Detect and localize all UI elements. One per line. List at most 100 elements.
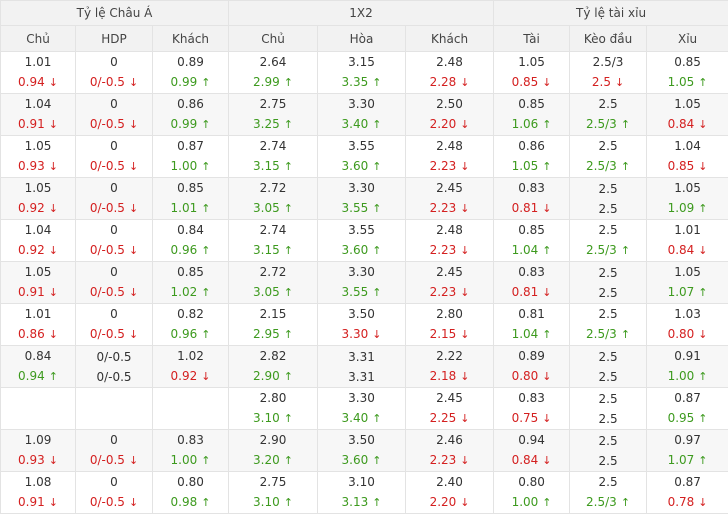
current-odds-value: 0.75 bbox=[512, 411, 539, 425]
current-odds-value: 0.85 bbox=[668, 159, 695, 173]
arrow-up-icon: ↑ bbox=[542, 496, 551, 509]
arrow-down-icon: ↓ bbox=[129, 160, 138, 173]
current-odds: 0.91↓ bbox=[1, 114, 75, 135]
arrow-up-icon: ↑ bbox=[372, 160, 381, 173]
opening-odds: 3.55 bbox=[318, 136, 405, 156]
opening-odds: 3.30 bbox=[318, 262, 405, 282]
opening-odds: 2.15 bbox=[229, 304, 317, 324]
odds-cell bbox=[1, 388, 76, 430]
current-odds-value: 1.06 bbox=[512, 117, 539, 131]
opening-odds: 2.40 bbox=[406, 472, 493, 492]
current-odds: 0.85↓ bbox=[647, 156, 728, 177]
arrow-up-icon: ↑ bbox=[284, 328, 293, 341]
current-odds-value: 0.92 bbox=[18, 201, 45, 215]
current-odds-value: 0.99 bbox=[171, 117, 198, 131]
col-header-line: Kèo đầu bbox=[570, 26, 647, 52]
current-odds-value: 2.5 bbox=[599, 454, 618, 468]
current-odds-value: 0.93 bbox=[18, 159, 45, 173]
current-odds-value: 0/-0.5 bbox=[90, 285, 125, 299]
arrow-up-icon: ↑ bbox=[201, 328, 210, 341]
arrow-up-icon: ↑ bbox=[372, 76, 381, 89]
current-odds: 2.5/3↑ bbox=[570, 492, 646, 513]
current-odds: 0.81↓ bbox=[494, 282, 569, 303]
col-header-1x2-draw: Hòa bbox=[318, 26, 406, 52]
opening-odds: 2.75 bbox=[229, 472, 317, 492]
current-odds-value: 3.05 bbox=[253, 285, 280, 299]
arrow-up-icon: ↑ bbox=[542, 328, 551, 341]
current-odds-value: 0/-0.5 bbox=[90, 201, 125, 215]
current-odds-value: 0.98 bbox=[171, 495, 198, 509]
opening-odds: 1.09 bbox=[1, 430, 75, 450]
current-odds-value: 3.15 bbox=[253, 159, 280, 173]
current-odds: 0/-0.5↓ bbox=[76, 114, 152, 135]
arrow-down-icon: ↓ bbox=[49, 160, 58, 173]
opening-odds: 2.45 bbox=[406, 388, 493, 408]
current-odds-value: 0/-0.5 bbox=[96, 370, 131, 384]
current-odds-value: 2.5 bbox=[599, 202, 618, 216]
opening-odds: 0.81 bbox=[494, 304, 569, 324]
arrow-down-icon: ↓ bbox=[129, 454, 138, 467]
current-odds: 0.95↑ bbox=[647, 408, 728, 429]
arrow-up-icon: ↑ bbox=[372, 118, 381, 131]
current-odds-value: 1.00 bbox=[171, 159, 198, 173]
arrow-up-icon: ↑ bbox=[542, 118, 551, 131]
col-header-under: Xỉu bbox=[647, 26, 728, 52]
current-odds-value: 0.94 bbox=[18, 369, 45, 383]
opening-odds: 1.05 bbox=[647, 262, 728, 282]
current-odds-value: 0/-0.5 bbox=[90, 327, 125, 341]
arrow-down-icon: ↓ bbox=[372, 328, 381, 341]
arrow-up-icon: ↑ bbox=[284, 496, 293, 509]
current-odds: 0.96↑ bbox=[153, 240, 228, 261]
current-odds: 0.84↓ bbox=[647, 114, 728, 135]
opening-odds: 1.01 bbox=[1, 52, 75, 72]
current-odds: 0.98↑ bbox=[153, 492, 228, 513]
current-odds: 1.09↑ bbox=[647, 198, 728, 219]
odds-cell bbox=[76, 388, 153, 430]
opening-odds: 0 bbox=[76, 52, 152, 72]
arrow-down-icon: ↓ bbox=[460, 412, 469, 425]
arrow-up-icon: ↑ bbox=[201, 202, 210, 215]
arrow-up-icon: ↑ bbox=[698, 370, 707, 383]
opening-odds: 1.04 bbox=[1, 220, 75, 240]
arrow-down-icon: ↓ bbox=[49, 202, 58, 215]
opening-odds: 0 bbox=[76, 94, 152, 114]
current-odds: 0/-0.5↓ bbox=[76, 156, 152, 177]
opening-odds: 0.80 bbox=[494, 472, 569, 492]
current-odds-value: 0/-0.5 bbox=[90, 117, 125, 131]
current-odds-value: 2.15 bbox=[430, 327, 457, 341]
opening-odds: 1.05 bbox=[1, 178, 75, 198]
current-odds-value: 2.20 bbox=[430, 117, 457, 131]
arrow-up-icon: ↑ bbox=[372, 286, 381, 299]
current-odds: 3.10↑ bbox=[229, 408, 317, 429]
opening-odds: 3.10 bbox=[318, 472, 405, 492]
arrow-down-icon: ↓ bbox=[542, 202, 551, 215]
arrow-up-icon: ↑ bbox=[284, 202, 293, 215]
opening-odds: 2.5 bbox=[570, 179, 646, 199]
arrow-down-icon: ↓ bbox=[460, 244, 469, 257]
opening-odds: 0 bbox=[76, 430, 152, 450]
current-odds: 2.18↓ bbox=[406, 366, 493, 387]
current-odds: 2.23↓ bbox=[406, 240, 493, 261]
arrow-up-icon: ↑ bbox=[372, 496, 381, 509]
opening-odds: 3.30 bbox=[318, 388, 405, 408]
arrow-up-icon: ↑ bbox=[201, 118, 210, 131]
arrow-up-icon: ↑ bbox=[542, 244, 551, 257]
opening-odds: 0.85 bbox=[153, 262, 228, 282]
